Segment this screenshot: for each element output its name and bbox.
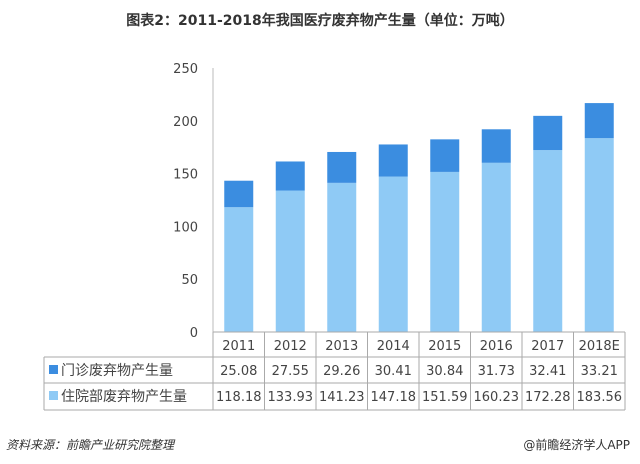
- data-label: 160.23: [474, 390, 520, 405]
- bar-inpatient: [327, 182, 357, 332]
- y-tick-label: 250: [173, 62, 198, 77]
- brand-label: @前瞻经济学人APP: [523, 438, 630, 452]
- bar-outpatient: [275, 161, 305, 191]
- data-label: 30.84: [426, 364, 463, 379]
- bar-outpatient: [584, 103, 614, 139]
- bar-inpatient: [224, 207, 254, 332]
- data-label: 133.93: [268, 390, 314, 405]
- y-tick-label: 0: [190, 326, 198, 341]
- y-tick-label: 50: [181, 273, 198, 288]
- data-label: 151.59: [422, 390, 468, 405]
- legend-swatch: [49, 391, 58, 400]
- bar-inpatient: [584, 138, 614, 332]
- bar-outpatient: [430, 139, 460, 172]
- bar-outpatient: [224, 180, 254, 208]
- data-label: 172.28: [525, 390, 571, 405]
- x-tick-label: 2017: [531, 339, 564, 354]
- data-label: 32.41: [529, 364, 566, 379]
- x-tick-label: 2014: [377, 339, 410, 354]
- data-label: 31.73: [478, 364, 515, 379]
- data-label: 30.41: [375, 364, 412, 379]
- data-label: 118.18: [216, 390, 262, 405]
- y-tick-label: 100: [173, 220, 198, 235]
- legend-swatch: [49, 365, 58, 374]
- data-label: 141.23: [319, 390, 365, 405]
- data-label: 33.21: [581, 364, 618, 379]
- bar-inpatient: [275, 190, 305, 332]
- bar-inpatient: [378, 176, 408, 332]
- x-tick-label: 2015: [428, 339, 461, 354]
- x-tick-label: 2012: [274, 339, 307, 354]
- legend-label: 住院部废弃物产生量: [61, 389, 187, 405]
- x-tick-label: 2013: [325, 339, 358, 354]
- data-label: 27.55: [272, 364, 309, 379]
- data-label: 147.18: [371, 390, 417, 405]
- x-tick-label: 2018E: [579, 339, 620, 354]
- data-label: 29.26: [323, 364, 360, 379]
- bar-inpatient: [481, 162, 511, 332]
- legend-label: 门诊废弃物产生量: [61, 363, 173, 379]
- y-tick-label: 150: [173, 168, 198, 183]
- y-tick-label: 200: [173, 115, 198, 130]
- x-tick-label: 2011: [222, 339, 255, 354]
- bar-outpatient: [378, 144, 408, 177]
- bar-outpatient: [481, 129, 511, 163]
- bar-inpatient: [430, 171, 460, 332]
- bar-outpatient: [327, 151, 357, 183]
- chart-title: 图表2：2011-2018年我国医疗废弃物产生量（单位：万吨）: [126, 13, 514, 29]
- data-label: 183.56: [577, 390, 623, 405]
- bar-inpatient: [533, 150, 563, 332]
- source-note: 资料来源：前瞻产业研究院整理: [6, 438, 175, 452]
- bar-outpatient: [533, 115, 563, 151]
- x-tick-label: 2016: [480, 339, 513, 354]
- data-label: 25.08: [220, 364, 257, 379]
